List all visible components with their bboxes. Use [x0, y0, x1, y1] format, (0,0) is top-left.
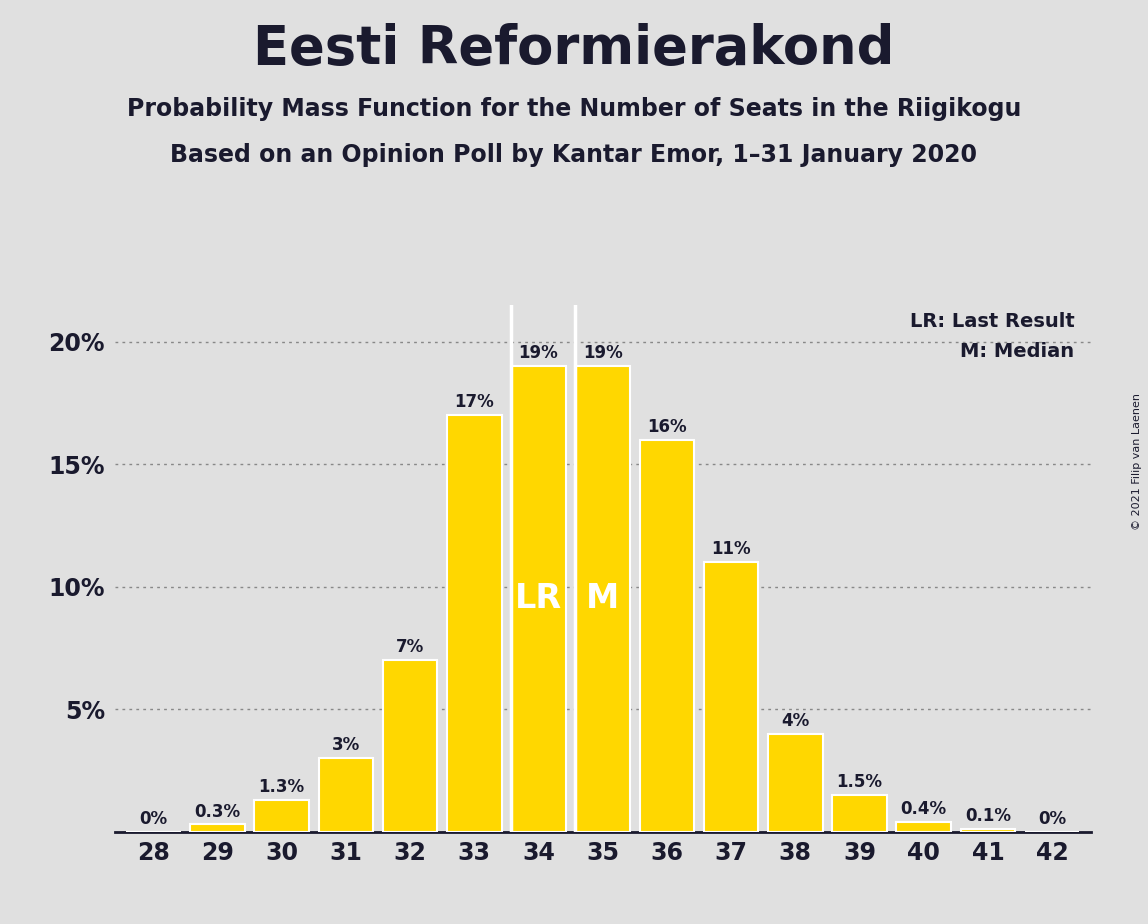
- Bar: [191, 824, 245, 832]
- Text: 11%: 11%: [712, 541, 751, 558]
- Bar: [832, 795, 886, 832]
- Text: M: Median: M: Median: [961, 342, 1075, 360]
- Text: 17%: 17%: [455, 394, 494, 411]
- Text: 19%: 19%: [583, 345, 622, 362]
- Bar: [511, 366, 566, 832]
- Text: 1.3%: 1.3%: [258, 778, 304, 796]
- Text: Probability Mass Function for the Number of Seats in the Riigikogu: Probability Mass Function for the Number…: [126, 97, 1022, 121]
- Text: 0.1%: 0.1%: [964, 808, 1011, 825]
- Bar: [768, 734, 823, 832]
- Bar: [382, 660, 437, 832]
- Bar: [319, 758, 373, 832]
- Text: M: M: [587, 582, 619, 615]
- Bar: [897, 821, 951, 832]
- Text: 0%: 0%: [139, 810, 168, 828]
- Text: Based on an Opinion Poll by Kantar Emor, 1–31 January 2020: Based on an Opinion Poll by Kantar Emor,…: [171, 143, 977, 167]
- Text: 19%: 19%: [519, 345, 558, 362]
- Text: 0%: 0%: [1038, 810, 1066, 828]
- Text: 4%: 4%: [781, 711, 809, 730]
- Bar: [447, 415, 502, 832]
- Bar: [575, 366, 630, 832]
- Text: 1.5%: 1.5%: [837, 773, 883, 791]
- Text: Eesti Reformierakond: Eesti Reformierakond: [254, 23, 894, 75]
- Text: 16%: 16%: [647, 418, 687, 436]
- Bar: [255, 800, 309, 832]
- Text: 0.4%: 0.4%: [901, 800, 947, 818]
- Bar: [704, 562, 759, 832]
- Text: 3%: 3%: [332, 736, 360, 754]
- Text: LR: LR: [515, 582, 563, 615]
- Text: 0.3%: 0.3%: [194, 803, 241, 821]
- Text: © 2021 Filip van Laenen: © 2021 Filip van Laenen: [1132, 394, 1142, 530]
- Bar: [639, 440, 695, 832]
- Text: 7%: 7%: [396, 638, 425, 656]
- Text: LR: Last Result: LR: Last Result: [910, 312, 1075, 332]
- Bar: [961, 829, 1015, 832]
